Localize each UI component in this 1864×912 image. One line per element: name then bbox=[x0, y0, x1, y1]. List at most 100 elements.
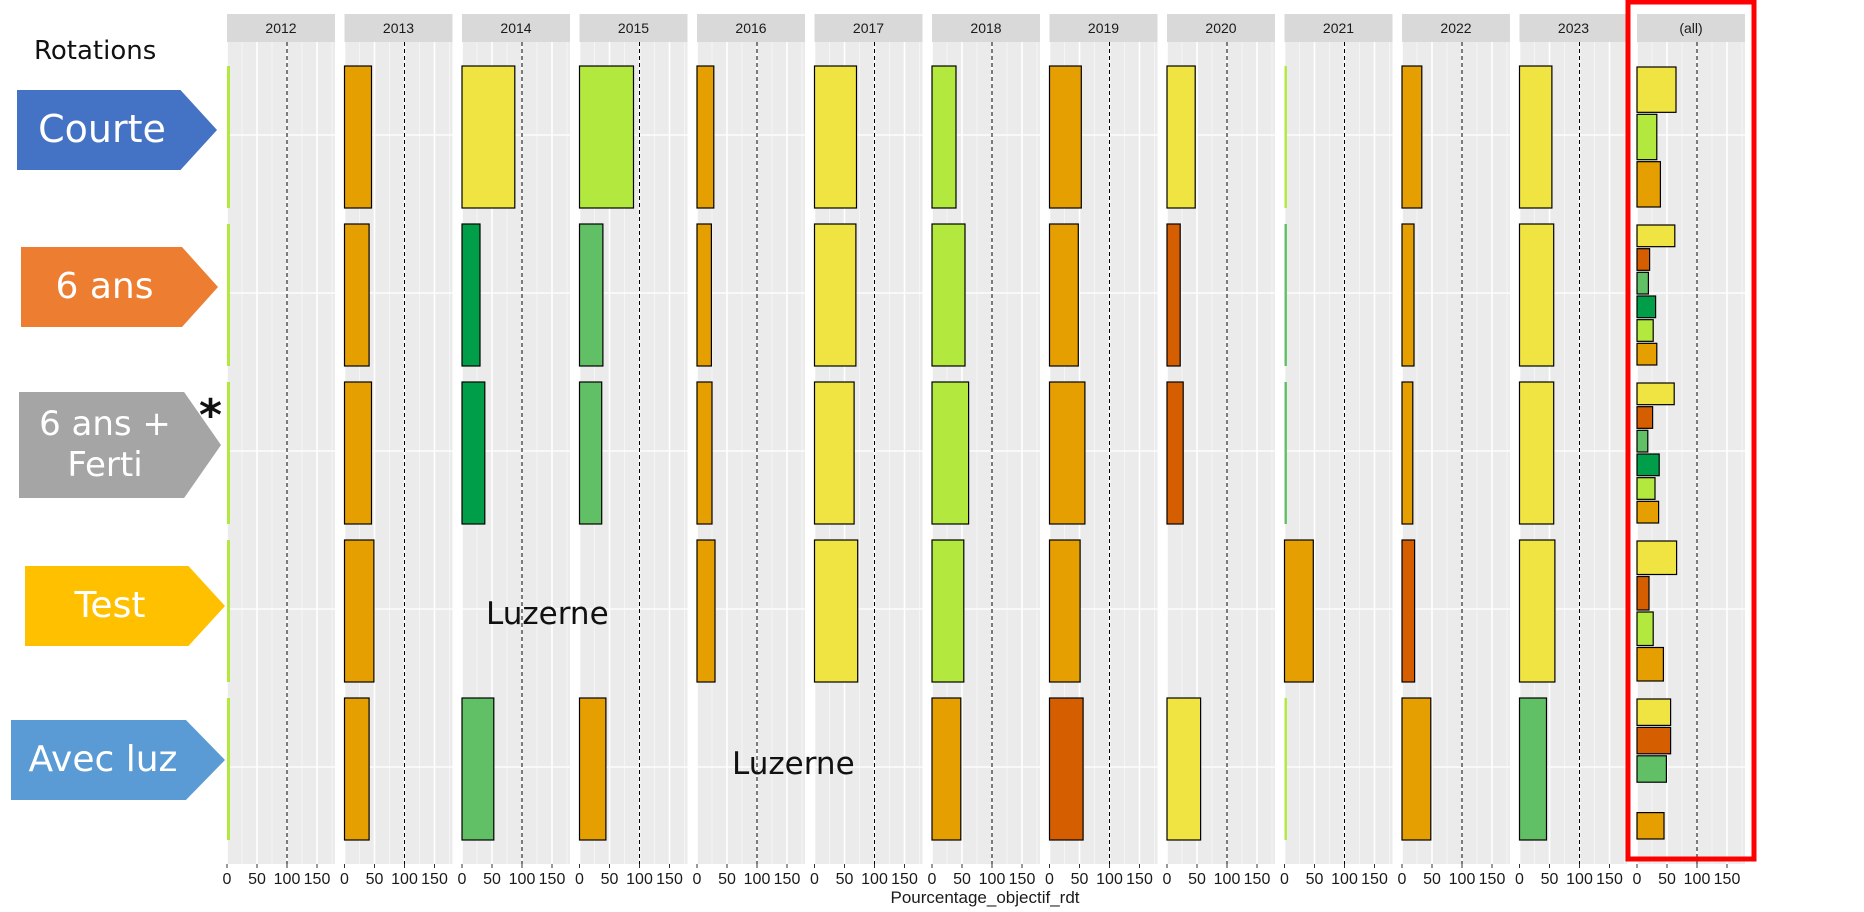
x-tick-label: 50 bbox=[953, 871, 971, 888]
facet-label: 2017 bbox=[853, 20, 884, 36]
bar bbox=[1518, 223, 1555, 367]
bar bbox=[1636, 295, 1657, 319]
bar bbox=[1636, 271, 1649, 295]
facet-label: 2021 bbox=[1323, 20, 1354, 36]
bar bbox=[931, 381, 970, 525]
x-tick-label: 100 bbox=[274, 871, 301, 888]
bar bbox=[1284, 382, 1287, 524]
bar bbox=[1401, 539, 1416, 683]
significance-asterisk: * bbox=[199, 390, 223, 441]
rotation-label-text: Avec luz bbox=[28, 739, 178, 781]
rotation-label-courte: Courte bbox=[14, 90, 217, 170]
bar bbox=[1048, 381, 1086, 525]
bar bbox=[1636, 726, 1672, 755]
bar bbox=[931, 539, 965, 683]
bar bbox=[1636, 161, 1661, 208]
x-tick-label: 0 bbox=[1515, 871, 1524, 888]
bar bbox=[343, 697, 370, 841]
bar bbox=[696, 223, 712, 367]
x-tick-label: 100 bbox=[861, 871, 888, 888]
x-tick-label: 50 bbox=[366, 871, 384, 888]
bar bbox=[1401, 65, 1423, 209]
facet-label: 2023 bbox=[1558, 20, 1589, 36]
facet-label: 2019 bbox=[1088, 20, 1119, 36]
bar bbox=[696, 539, 716, 683]
bar bbox=[1284, 224, 1287, 366]
bar bbox=[343, 65, 373, 209]
facet-strip bbox=[1519, 14, 1628, 42]
bar bbox=[461, 381, 486, 525]
x-tick-label: 100 bbox=[1096, 871, 1123, 888]
bar bbox=[1284, 66, 1287, 208]
x-tick-label: 50 bbox=[1541, 871, 1559, 888]
facet-strip bbox=[579, 14, 688, 42]
bar bbox=[1636, 811, 1665, 840]
luzerne-label-test-2014: Luzerne bbox=[486, 596, 609, 632]
facet-label: 2012 bbox=[265, 20, 296, 36]
bar bbox=[1636, 611, 1654, 647]
x-tick-label: 100 bbox=[1214, 871, 1241, 888]
bar bbox=[1636, 224, 1676, 248]
bar bbox=[1636, 406, 1654, 429]
bar bbox=[578, 697, 607, 841]
bar bbox=[696, 381, 713, 525]
x-tick-label: 50 bbox=[1306, 871, 1324, 888]
x-tick-label: 100 bbox=[979, 871, 1006, 888]
bar bbox=[813, 223, 857, 367]
x-tick-label: 150 bbox=[539, 871, 566, 888]
rotation-label-test: Test bbox=[22, 566, 225, 646]
rotation-label-text: Courte bbox=[38, 107, 166, 152]
bar bbox=[227, 382, 230, 524]
facet-strip bbox=[1284, 14, 1393, 42]
x-tick-label: 150 bbox=[421, 871, 448, 888]
bar bbox=[1636, 646, 1664, 682]
facet-label: 2013 bbox=[383, 20, 414, 36]
bar bbox=[461, 697, 495, 841]
bar bbox=[1048, 223, 1079, 367]
x-tick-label: 50 bbox=[601, 871, 619, 888]
bar bbox=[1518, 381, 1555, 525]
x-tick-label: 50 bbox=[718, 871, 736, 888]
x-tick-label: 0 bbox=[1398, 871, 1407, 888]
bar bbox=[931, 223, 966, 367]
x-tick-label: 50 bbox=[483, 871, 501, 888]
bar bbox=[578, 65, 635, 209]
bar bbox=[1166, 381, 1184, 525]
x-tick-label: 100 bbox=[1566, 871, 1593, 888]
facet-strip bbox=[1049, 14, 1158, 42]
bar bbox=[1518, 65, 1553, 209]
x-tick-label: 150 bbox=[1361, 871, 1388, 888]
x-tick-label: 0 bbox=[1045, 871, 1054, 888]
x-tick-label: 0 bbox=[1163, 871, 1172, 888]
facet-label: (all) bbox=[1679, 20, 1702, 36]
panel-background bbox=[227, 42, 335, 864]
bar bbox=[1518, 539, 1556, 683]
bar bbox=[1636, 248, 1651, 271]
bar bbox=[1636, 319, 1654, 342]
bar bbox=[1283, 539, 1314, 683]
facet-label: 2018 bbox=[970, 20, 1001, 36]
bar bbox=[813, 539, 859, 683]
luzerne-label-avecluz-2016: Luzerne bbox=[732, 746, 855, 782]
bar bbox=[227, 66, 230, 208]
bar bbox=[461, 223, 481, 367]
bar bbox=[1048, 697, 1084, 841]
x-tick-label: 150 bbox=[1009, 871, 1036, 888]
facet-strip bbox=[1637, 14, 1745, 42]
bar bbox=[461, 65, 516, 209]
x-tick-label: 0 bbox=[1633, 871, 1642, 888]
x-tick-label: 150 bbox=[774, 871, 801, 888]
facet-label: 2015 bbox=[618, 20, 649, 36]
x-tick-label: 150 bbox=[1244, 871, 1271, 888]
bar bbox=[813, 381, 855, 525]
x-tick-label: 0 bbox=[340, 871, 349, 888]
bar bbox=[1166, 65, 1196, 209]
bar bbox=[1166, 223, 1181, 367]
bar bbox=[1518, 697, 1548, 841]
x-tick-label: 0 bbox=[1280, 871, 1289, 888]
x-tick-label: 150 bbox=[1714, 871, 1741, 888]
x-tick-label: 150 bbox=[656, 871, 683, 888]
x-tick-label: 150 bbox=[891, 871, 918, 888]
bar bbox=[227, 540, 230, 682]
